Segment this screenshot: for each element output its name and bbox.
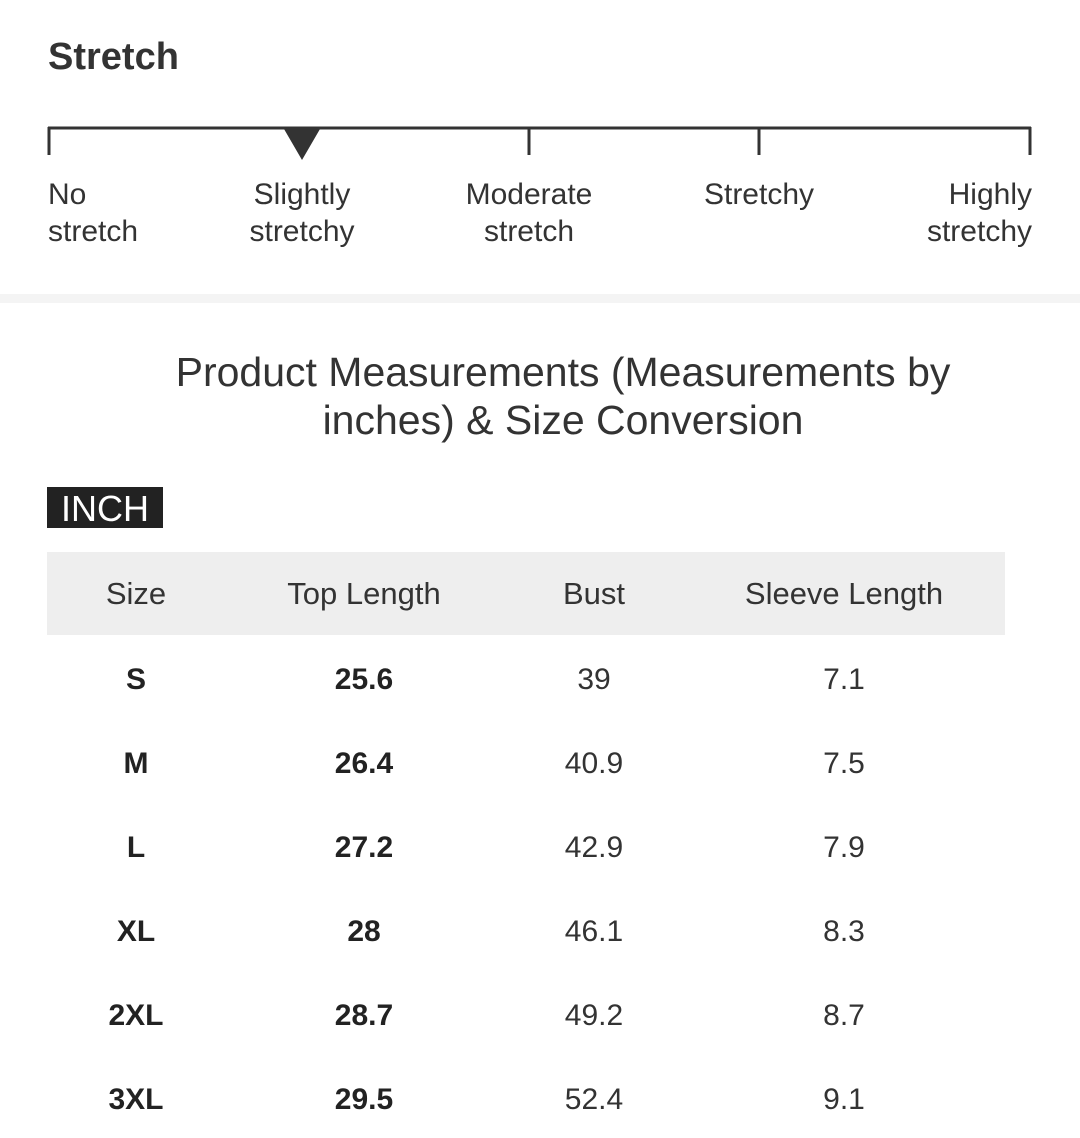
- level-label: Moderate: [465, 178, 593, 211]
- section-title: Stretch: [48, 36, 179, 78]
- table-cell: 7.9: [823, 831, 865, 864]
- header-cell: Bust: [562, 576, 626, 611]
- table-cell: 8.7: [823, 999, 865, 1032]
- table-cell: 52.4: [564, 1083, 624, 1116]
- table-cell: 7.1: [823, 663, 865, 696]
- table-cell: 42.9: [564, 831, 624, 864]
- divider: [0, 294, 1080, 303]
- table-cell: 28.7: [334, 999, 394, 1032]
- table-cell: 2XL: [108, 999, 164, 1032]
- table-cell: 26.4: [334, 747, 394, 780]
- level-label: Highly: [948, 178, 1032, 211]
- level-label: stretchy: [926, 215, 1032, 248]
- table-header: [47, 552, 1005, 635]
- level-label: stretch: [48, 215, 139, 248]
- section-title: Product Measurements (Measurements by inc…: [0, 348, 1080, 444]
- table-cell: 27.2: [334, 831, 394, 864]
- header-cell: Top Length: [287, 576, 441, 611]
- stretch-level: Stretchy: [609, 176, 909, 213]
- table-cell: 29.5: [334, 1083, 394, 1116]
- level-label: stretchy: [249, 215, 355, 248]
- table-cell: 39: [577, 663, 611, 696]
- header-cell: Size: [105, 576, 167, 611]
- table-cell: 9.1: [823, 1083, 865, 1116]
- stretch-level: Moderate stretch: [379, 176, 679, 250]
- level-label: No: [48, 178, 87, 211]
- table-cell: 46.1: [564, 915, 624, 948]
- stretch-level: Slightly stretchy: [152, 176, 452, 250]
- table-cell: M: [123, 747, 149, 780]
- table-cell: S: [125, 663, 146, 696]
- stretch-level: No stretch: [48, 176, 348, 250]
- unit-tag: INCH: [47, 487, 163, 529]
- stretch-indicator: [284, 129, 320, 160]
- table-cell: L: [126, 831, 146, 864]
- stretch-scale: [47, 126, 1032, 160]
- table-cell: 8.3: [823, 915, 865, 948]
- table-cell: 3XL: [108, 1083, 164, 1116]
- table-cell: 7.5: [823, 747, 865, 780]
- stretch-level: Highly stretchy: [732, 176, 1032, 250]
- level-label: Stretchy: [703, 178, 815, 211]
- table-cell: 28: [347, 915, 381, 948]
- title-line: Product Measurements (Measurements by: [175, 349, 951, 395]
- level-label: Slightly: [253, 178, 351, 211]
- table-cell: XL: [116, 915, 156, 948]
- table-cell: 25.6: [334, 663, 394, 696]
- level-label: stretch: [483, 215, 575, 248]
- table-cell: 49.2: [564, 999, 624, 1032]
- table-cell: 40.9: [564, 747, 624, 780]
- header-cell: Sleeve Length: [744, 576, 944, 611]
- title-line: inches) & Size Conversion: [322, 397, 804, 443]
